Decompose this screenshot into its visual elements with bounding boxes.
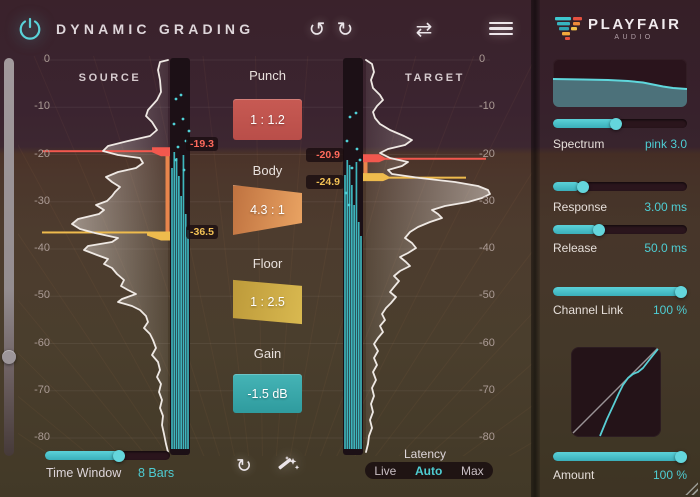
power-icon[interactable] [17,16,43,42]
source-upper-threshold-value[interactable]: -19.3 [186,137,218,152]
source-histogram-fill [72,60,168,452]
spectrum-label: Spectrum [553,137,605,151]
db-tick-target: -80 [479,431,495,443]
redo-icon[interactable]: ↻ [336,19,354,41]
target-lower-threshold-line[interactable] [389,176,466,179]
db-tick-source: -30 [34,194,50,207]
floor-label: Floor [252,256,283,271]
source-upper-threshold-line[interactable] [42,150,152,153]
response-value[interactable]: 3.00 ms [644,200,687,214]
brand-sub: AUDIO [614,34,654,41]
floor-value: 1 : 2.5 [250,295,285,309]
ab-swap-icon[interactable]: ⇄ [415,19,433,41]
target-lower-threshold-value[interactable]: -24.9 [306,174,344,189]
punch-label: Punch [249,68,286,83]
db-tick-target: -40 [479,242,495,254]
panel-divider [531,0,540,497]
spectrum-curve-line [553,78,687,90]
unity-line [572,347,659,434]
db-tick-target: -20 [479,147,495,160]
threshold-handles[interactable] [147,147,389,241]
transfer-curve-line [599,348,659,437]
gain-label: Gain [253,346,282,361]
release-value[interactable]: 50.0 ms [644,241,687,255]
db-tick-source: -50 [34,289,50,302]
amount-label: Amount [553,468,595,482]
source-level-meter [170,58,191,455]
menu-icon[interactable] [489,22,513,35]
db-tick-target: -70 [479,383,495,396]
db-tick-source: -10 [34,100,50,113]
gain-value: -1.5 dB [247,386,288,401]
db-tick-target: 0 [479,53,486,65]
channel-link-value[interactable]: 100 % [652,303,687,317]
db-tick-target: -50 [479,289,495,302]
amount-value[interactable]: 100 % [652,468,687,482]
db-tick-source: -80 [34,431,50,443]
db-tick-source: -20 [34,147,50,160]
spectrum-area [553,79,687,107]
source-lower-threshold-value[interactable]: -36.5 [186,225,218,240]
db-tick-target: -60 [479,336,495,349]
latency-option-live[interactable]: Live [374,463,397,478]
display-zoom-slider[interactable] [2,58,16,456]
undo-icon[interactable]: ↺ [308,19,326,41]
latency-selector[interactable]: Live Auto Max [365,462,493,479]
transfer-curve-display [571,347,661,437]
source-histogram-outline [71,59,169,453]
target-label: TARGET [404,72,465,84]
response-label: Response [553,200,608,214]
grading-display[interactable] [0,0,532,497]
amount-slider[interactable] [553,450,687,463]
db-tick-source: 0 [43,53,50,65]
latency-label: Latency [404,447,447,461]
spectrum-slider[interactable] [553,117,687,130]
display-zoom-thumb[interactable] [2,350,16,364]
punch-control[interactable]: 1 : 1.2 [233,99,302,140]
target-upper-threshold-value[interactable]: -20.9 [306,147,344,162]
body-label: Body [252,163,283,178]
time-window-label: Time Window [46,466,122,480]
response-slider[interactable] [553,180,687,193]
punch-value: 1 : 1.2 [250,112,285,127]
time-window-value[interactable]: 8 Bars [138,466,175,480]
release-slider[interactable] [553,223,687,236]
db-tick-target: -10 [479,100,495,113]
reset-icon[interactable]: ↻ [236,456,252,477]
spectrum-display [553,59,687,107]
target-histogram-outline [365,59,491,453]
floor-control[interactable]: 1 : 2.5 [233,279,302,325]
db-tick-target: -30 [479,194,495,207]
channel-link-label: Channel Link [553,303,624,317]
latency-option-max[interactable]: Max [460,463,484,478]
magic-wand-icon[interactable] [275,454,301,480]
source-label: SOURCE [78,72,142,84]
latency-option-auto[interactable]: Auto [415,463,443,478]
spectrum-value[interactable]: pink 3.0 [644,137,687,151]
target-level-meter [343,58,363,455]
target-upper-threshold-line[interactable] [383,157,486,160]
plugin-title: DYNAMIC GRADING [56,21,255,37]
body-value: 4.3 : 1 [250,203,285,217]
db-tick-source: -70 [34,383,50,396]
playfair-logo [555,17,582,40]
target-histogram-fill [366,60,490,452]
brand-name: PLAYFAIR [588,16,682,33]
channel-link-slider[interactable] [553,285,687,298]
time-window-slider[interactable] [45,449,170,462]
gain-control[interactable]: -1.5 dB [233,374,302,413]
db-tick-source: -60 [34,336,50,349]
release-label: Release [553,241,598,255]
db-tick-source: -40 [34,242,50,254]
